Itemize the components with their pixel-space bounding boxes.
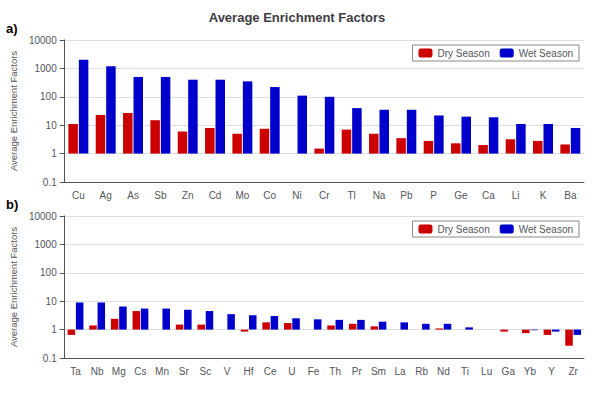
svg-text:Average Enrichment Factors: Average Enrichment Factors (8, 227, 19, 347)
svg-text:Average Enrichment Factors: Average Enrichment Factors (209, 10, 386, 25)
svg-text:100: 100 (40, 91, 57, 102)
svg-text:Wet Season: Wet Season (519, 224, 573, 235)
svg-text:Wet Season: Wet Season (519, 48, 573, 59)
svg-text:0.1: 0.1 (43, 177, 57, 188)
svg-text:10000: 10000 (29, 211, 57, 222)
svg-text:Mn: Mn (155, 366, 169, 377)
svg-text:Co: Co (263, 190, 276, 201)
svg-text:Cr: Cr (319, 190, 330, 201)
svg-text:Cd: Cd (209, 190, 222, 201)
svg-text:Nd: Nd (437, 366, 450, 377)
svg-text:Th: Th (329, 366, 341, 377)
svg-text:Zn: Zn (182, 190, 194, 201)
svg-text:a): a) (6, 21, 18, 36)
svg-text:Na: Na (373, 190, 386, 201)
svg-text:Sr: Sr (179, 366, 190, 377)
svg-text:As: As (127, 190, 139, 201)
svg-text:100: 100 (40, 267, 57, 278)
svg-text:Rb: Rb (415, 366, 428, 377)
svg-text:La: La (395, 366, 407, 377)
svg-text:Li: Li (512, 190, 520, 201)
svg-text:V: V (224, 366, 231, 377)
svg-text:Y: Y (548, 366, 555, 377)
svg-text:10: 10 (46, 120, 58, 131)
svg-text:Ca: Ca (482, 190, 495, 201)
svg-text:Yb: Yb (524, 366, 537, 377)
svg-text:Ti: Ti (461, 366, 469, 377)
svg-text:10000: 10000 (29, 35, 57, 46)
svg-text:b): b) (6, 197, 18, 212)
svg-text:0.1: 0.1 (43, 353, 57, 364)
svg-text:Pb: Pb (400, 190, 413, 201)
svg-text:Mo: Mo (235, 190, 249, 201)
svg-text:Ce: Ce (264, 366, 277, 377)
svg-text:Ta: Ta (70, 366, 81, 377)
svg-text:Nb: Nb (91, 366, 104, 377)
svg-text:Sc: Sc (200, 366, 212, 377)
svg-text:Average Enrichment Factors: Average Enrichment Factors (8, 51, 19, 171)
svg-text:Zr: Zr (568, 366, 578, 377)
svg-text:Ga: Ga (502, 366, 516, 377)
svg-text:Pr: Pr (352, 366, 363, 377)
svg-text:Lu: Lu (481, 366, 492, 377)
svg-text:Cu: Cu (72, 190, 85, 201)
svg-text:P: P (430, 190, 437, 201)
svg-text:Sb: Sb (154, 190, 167, 201)
svg-text:Ge: Ge (454, 190, 468, 201)
svg-text:U: U (288, 366, 295, 377)
svg-text:Dry Season: Dry Season (437, 48, 489, 59)
svg-text:Ni: Ni (292, 190, 301, 201)
svg-text:K: K (540, 190, 547, 201)
svg-text:Fe: Fe (308, 366, 320, 377)
svg-text:Dry Season: Dry Season (437, 224, 489, 235)
svg-text:Ba: Ba (564, 190, 577, 201)
svg-text:1: 1 (51, 148, 57, 159)
svg-text:Hf: Hf (244, 366, 254, 377)
svg-text:10: 10 (46, 296, 58, 307)
svg-text:Tl: Tl (348, 190, 356, 201)
svg-text:Mg: Mg (112, 366, 126, 377)
svg-text:Ag: Ag (100, 190, 112, 201)
svg-text:1: 1 (51, 324, 57, 335)
svg-text:1000: 1000 (34, 63, 57, 74)
svg-text:1000: 1000 (34, 239, 57, 250)
svg-text:Sm: Sm (371, 366, 386, 377)
svg-text:Cs: Cs (134, 366, 146, 377)
